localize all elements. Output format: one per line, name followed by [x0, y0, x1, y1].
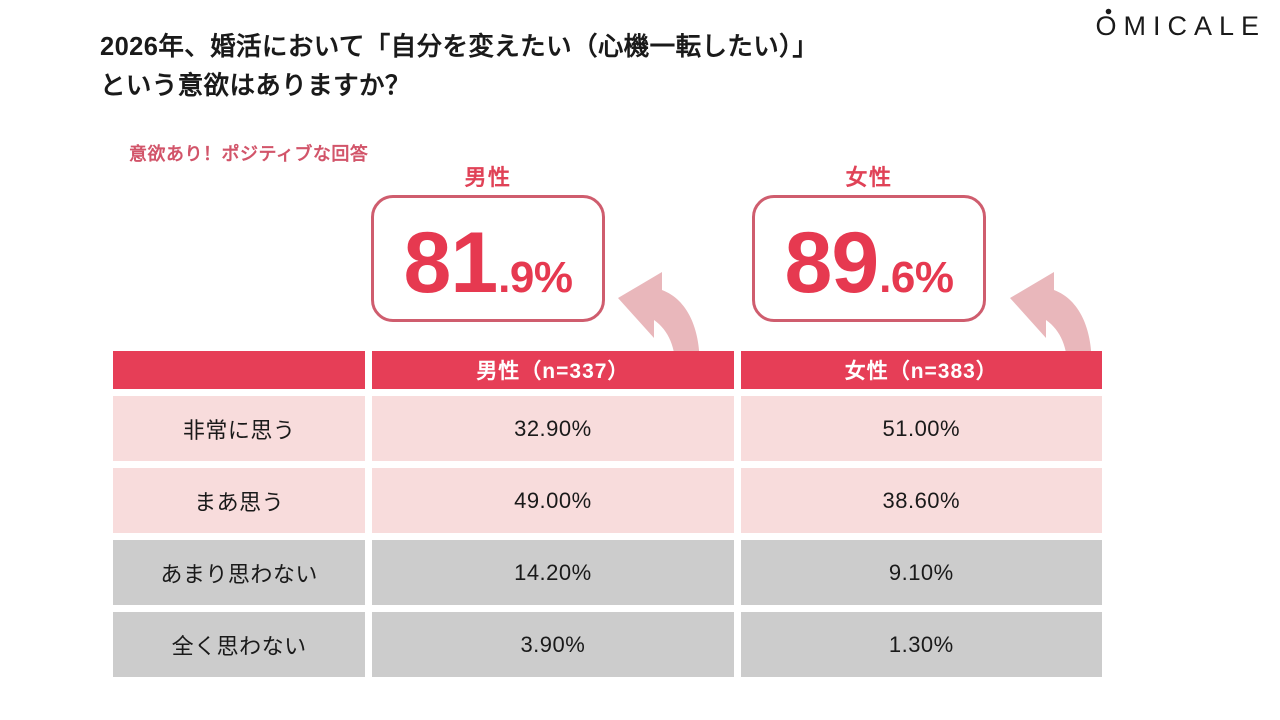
table-row: まあ思う 49.00% 38.60%	[113, 468, 1102, 533]
table-row: 非常に思う 32.90% 51.00%	[113, 396, 1102, 461]
row-label: まあ思う	[113, 468, 366, 533]
table-row: 全く思わない 3.90% 1.30%	[113, 612, 1102, 677]
stat-female-box: 89 .6%	[752, 195, 986, 322]
row-male-value: 49.00%	[372, 468, 734, 533]
row-label: あまり思わない	[113, 540, 366, 605]
page-title-line-2: という意欲はありますか？	[100, 71, 411, 100]
results-table: 男性（n=337） 女性（n=383） 非常に思う 32.90% 51.00% …	[113, 351, 1102, 677]
stat-male-fraction: .9%	[498, 252, 573, 302]
stat-male-value: 81 .9%	[403, 214, 574, 311]
table-header-female: 女性（n=383）	[740, 351, 1102, 389]
row-female-value: 1.30%	[740, 612, 1102, 677]
stat-male-label: 男性	[464, 165, 512, 190]
table-header-row: 男性（n=337） 女性（n=383）	[113, 351, 1102, 389]
row-label: 非常に思う	[113, 396, 366, 461]
page-title: 2026年、婚活において「自分を変えたい（心機一転したい）」 という意欲はありま…	[100, 28, 1000, 106]
page-title-line-1: 2026年、婚活において「自分を変えたい（心機一転したい）」	[100, 33, 819, 61]
logo-text: OMICALE	[1095, 10, 1266, 41]
table-header-male: 男性（n=337）	[372, 351, 734, 389]
row-male-value: 32.90%	[372, 396, 734, 461]
stat-female: 女性 89 .6%	[752, 167, 986, 322]
stat-female-value: 89 .6%	[784, 214, 955, 311]
row-female-value: 51.00%	[740, 396, 1102, 461]
row-female-value: 38.60%	[740, 468, 1102, 533]
stat-female-integer: 89	[784, 214, 880, 311]
row-female-value: 9.10%	[740, 540, 1102, 605]
stat-female-label: 女性	[845, 165, 893, 190]
stat-male: 男性 81 .9%	[371, 167, 605, 322]
row-label: 全く思わない	[113, 612, 366, 677]
stat-female-fraction: .6%	[879, 252, 954, 302]
positive-answer-caption: 意欲あり！ポジティブな回答	[129, 144, 369, 164]
brand-logo: OMICALE	[1095, 8, 1266, 43]
table-row: あまり思わない 14.20% 9.10%	[113, 540, 1102, 605]
row-male-value: 14.20%	[372, 540, 734, 605]
diamond-ring-accent-icon	[1106, 8, 1112, 15]
table-header-blank	[113, 351, 366, 389]
stat-male-box: 81 .9%	[371, 195, 605, 322]
stat-male-integer: 81	[403, 214, 499, 311]
row-male-value: 3.90%	[372, 612, 734, 677]
